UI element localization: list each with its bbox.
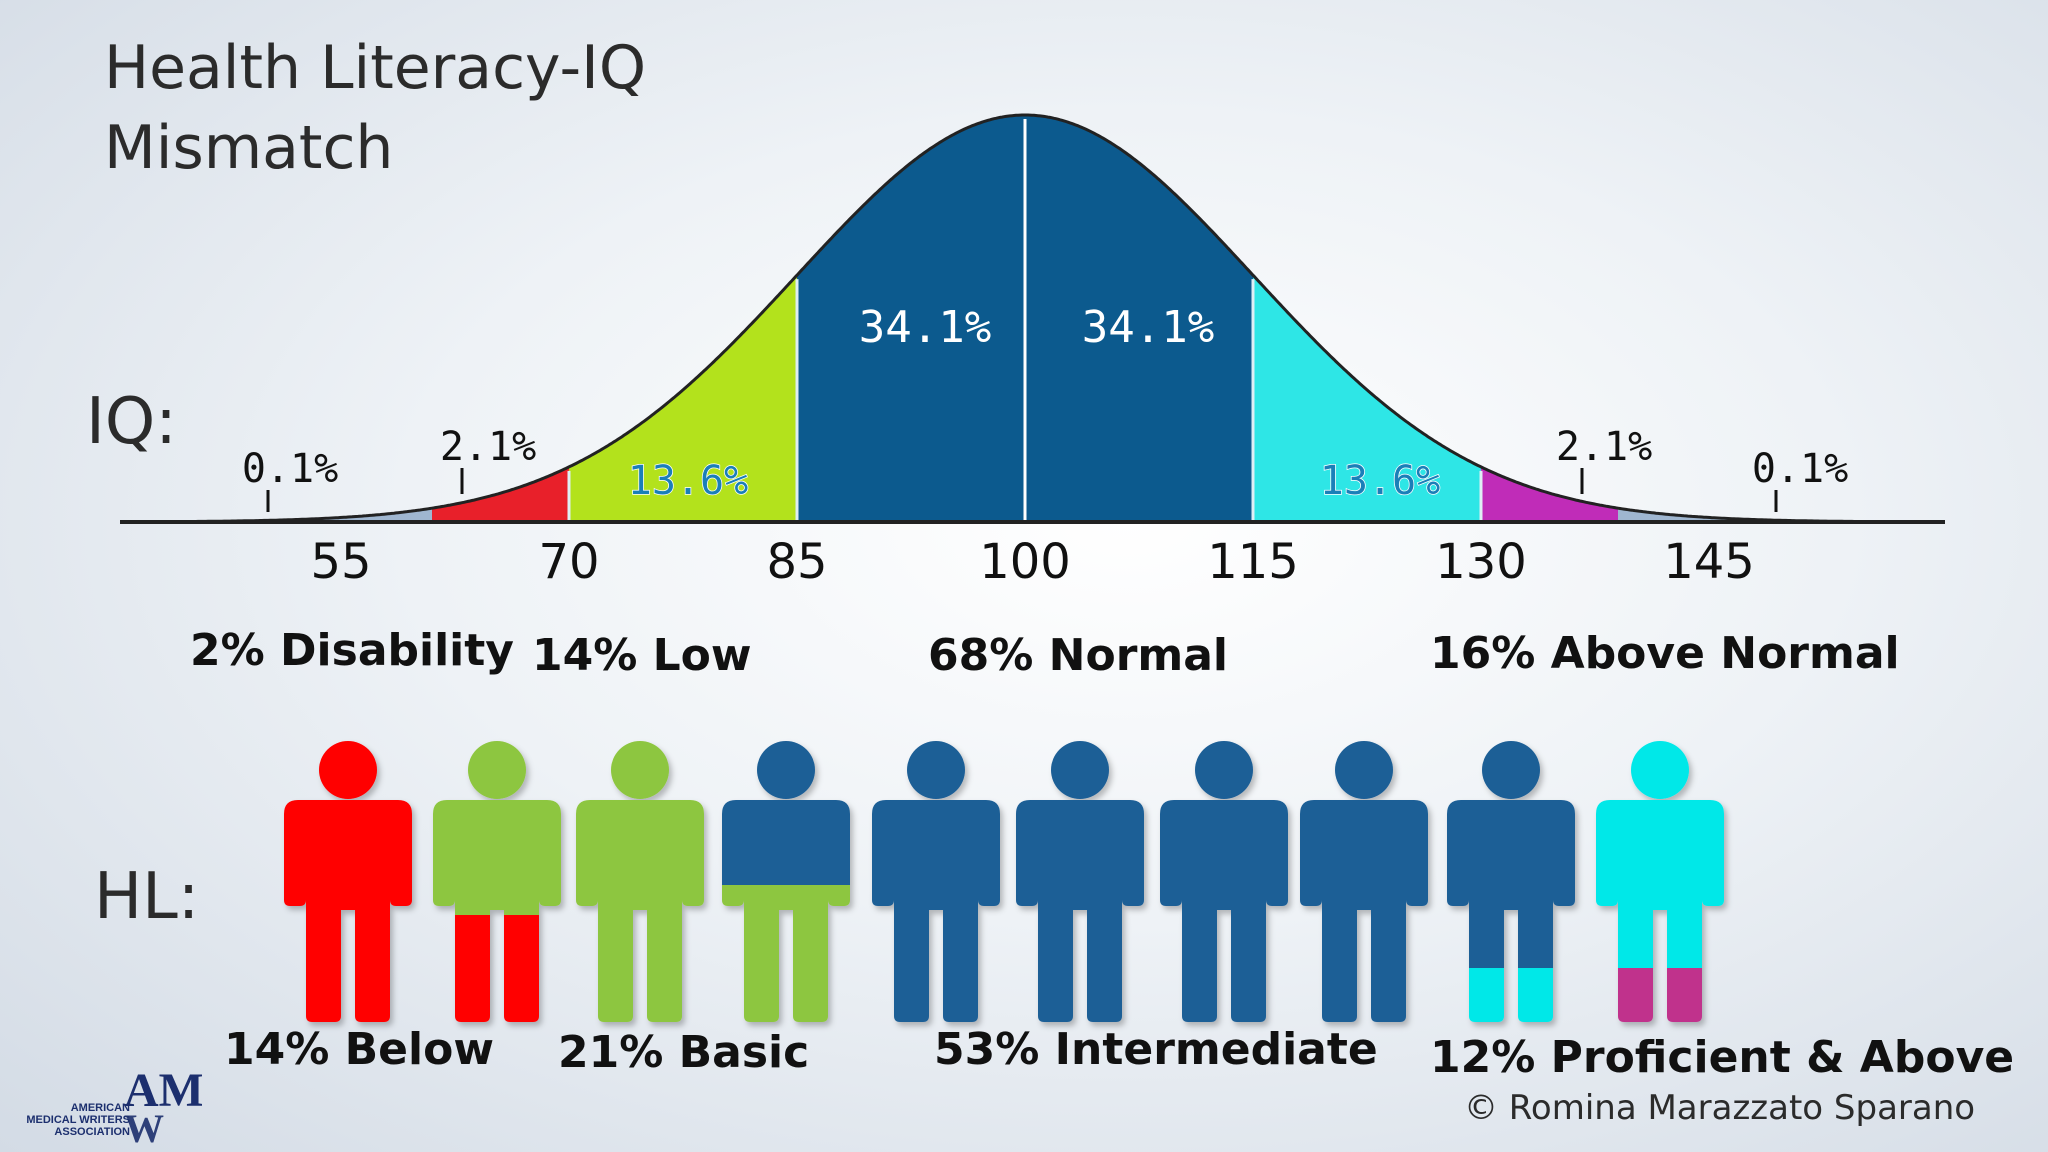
curve-outline	[120, 113, 1944, 524]
person-figure	[1596, 741, 1724, 1022]
hl-category-intermediate: 53% Intermediate	[934, 1024, 1378, 1075]
region-percent-label: 13.6%	[1320, 458, 1440, 504]
hl-row-label: HL:	[94, 860, 200, 934]
curve-tail-right-fill	[1618, 508, 1846, 522]
hl-category-basic: 21% Basic	[558, 1027, 810, 1078]
x-tick-label: 100	[979, 534, 1071, 590]
logo-line-1: AMERICAN	[70, 1102, 130, 1114]
person-figure	[1447, 741, 1575, 1022]
person-figure	[1160, 741, 1288, 1022]
x-tick-label: 145	[1663, 534, 1755, 590]
iq-category-disability: 2% Disability	[190, 625, 514, 676]
iq-category-above-normal: 16% Above Normal	[1430, 628, 1900, 679]
region-percent-label: 2.1%	[440, 424, 536, 470]
region-percent-label: 34.1%	[1082, 302, 1214, 353]
iq-row-label: IQ:	[86, 385, 177, 459]
logo-line-2: MEDICAL WRITERS	[26, 1114, 130, 1126]
person-figure	[284, 741, 412, 1022]
person-figure	[1300, 741, 1428, 1022]
x-tick-label: 55	[310, 534, 371, 590]
amwa-logo-mark: AMA	[124, 1064, 202, 1117]
people-pictogram	[284, 741, 1724, 1022]
region-percent-label: 2.1%	[1556, 424, 1652, 470]
region-percent-label: 0.1%	[242, 446, 338, 492]
svg-text:W: W	[124, 1106, 164, 1146]
region-percent-label: 0.1%	[1752, 446, 1848, 492]
person-figure	[576, 741, 704, 1022]
x-tick-label: 115	[1207, 534, 1299, 590]
region-percent-label: 34.1%	[859, 302, 991, 353]
person-figure	[722, 741, 850, 1022]
title-line-2: Mismatch	[104, 113, 394, 183]
iq-category-low: 14% Low	[532, 630, 752, 681]
title-line-1: Health Literacy-IQ	[104, 33, 647, 103]
hl-category-below: 14% Below	[224, 1024, 494, 1075]
bell-curve: 55 70 85 100 115 130 145 0.1% 2.1% 13.6% 34.1% 34.…	[120, 113, 1945, 590]
x-tick-label: 130	[1435, 534, 1527, 590]
x-tick-label: 85	[766, 534, 827, 590]
person-figure	[433, 741, 561, 1022]
copyright-credit: © Romina Marazzato Sparano	[1464, 1088, 1976, 1128]
amwa-logo: AMA W AMERICAN MEDICAL WRITERS ASSOCIATI…	[12, 1062, 202, 1146]
hl-category-proficient: 12% Proficient & Above	[1430, 1032, 2015, 1083]
logo-line-3: ASSOCIATION	[54, 1126, 130, 1138]
iq-category-normal: 68% Normal	[928, 630, 1229, 681]
person-figure	[872, 741, 1000, 1022]
person-figure	[1016, 741, 1144, 1022]
region-percent-label: 13.6%	[628, 458, 748, 504]
x-tick-label: 70	[538, 534, 599, 590]
curve-tail-left-fill	[204, 508, 432, 522]
